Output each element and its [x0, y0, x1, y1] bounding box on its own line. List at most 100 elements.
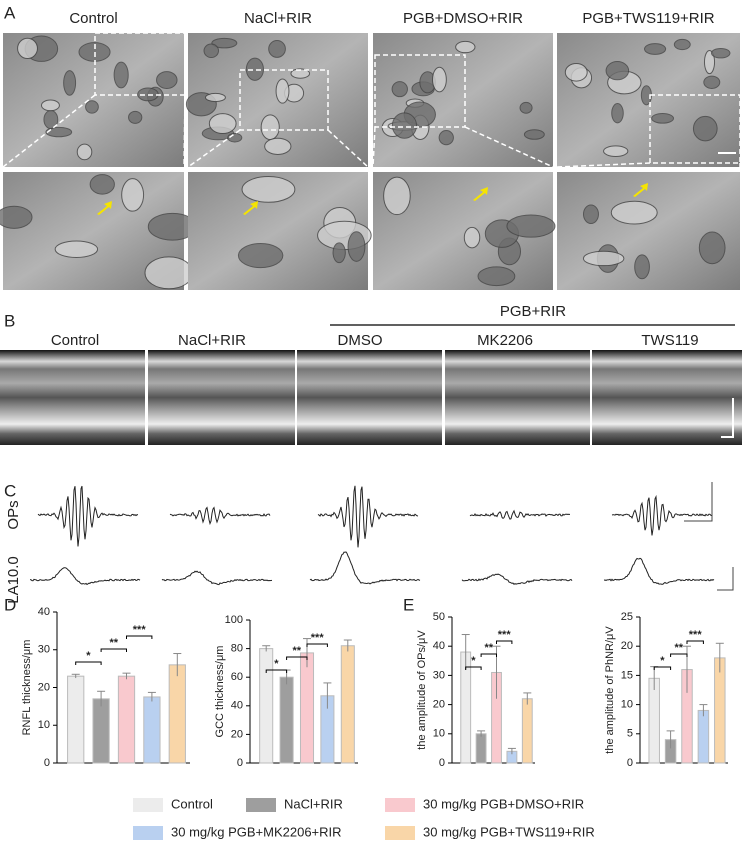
significance-bracket — [126, 635, 153, 639]
column-header: NaCl+RIR — [244, 10, 312, 27]
error-bar — [147, 691, 156, 702]
panel-letter: E — [403, 595, 414, 614]
significance-bracket — [653, 666, 672, 670]
y-tick-label: 30 — [38, 644, 50, 656]
error-bar — [122, 672, 131, 680]
organelle — [121, 178, 145, 212]
bar — [259, 648, 274, 764]
organelle — [605, 61, 630, 81]
organelle — [45, 126, 73, 138]
legend-label: Control — [171, 796, 213, 811]
significance-bracket — [465, 666, 482, 670]
significance-label: *** — [498, 629, 512, 641]
organelle — [582, 250, 625, 267]
la-trace — [603, 557, 715, 585]
error-bar — [477, 730, 486, 737]
zoom-line — [464, 126, 554, 168]
significance-label: ** — [110, 637, 119, 649]
organelle — [391, 112, 418, 139]
significance-bracket — [75, 661, 102, 665]
organelle — [144, 256, 194, 290]
organelle — [506, 214, 556, 238]
organelle — [610, 200, 658, 225]
legend-label: NaCl+RIR — [284, 796, 343, 811]
group-label: PGB+RIR — [500, 303, 566, 320]
bar — [340, 645, 355, 764]
y-tick-label: 20 — [621, 640, 633, 652]
organelle — [211, 37, 238, 49]
la-trace — [309, 551, 421, 585]
organelle — [204, 92, 226, 103]
organelle — [264, 137, 292, 155]
y-tick-label: 5 — [627, 728, 633, 740]
zoom-box — [374, 54, 466, 128]
organelle — [383, 176, 411, 216]
error-bar — [507, 747, 516, 755]
error-bar — [715, 642, 724, 673]
y-tick-label: 20 — [38, 681, 50, 693]
significance-label: *** — [689, 629, 703, 641]
organelle — [208, 113, 237, 135]
zoom-line — [183, 94, 186, 168]
zoom-line — [2, 94, 96, 168]
row-label: LA10.0 — [5, 556, 22, 604]
error-bar — [71, 673, 80, 679]
row-label: OPs — [5, 500, 22, 529]
scale-bar — [721, 398, 734, 438]
la-trace — [161, 570, 273, 586]
y-axis-label: the amplitude of PhNR/μV — [604, 626, 616, 754]
zoom-box — [239, 69, 329, 131]
column-header: Control — [51, 332, 99, 349]
organelle — [432, 66, 447, 93]
significance-bracket — [670, 653, 688, 657]
y-tick-label: 0 — [44, 757, 50, 769]
oct-image — [445, 350, 590, 445]
organelle — [634, 254, 650, 280]
organelle — [477, 266, 516, 287]
y-tick-label: 15 — [621, 669, 633, 681]
organelle — [582, 204, 599, 225]
scale-bar — [684, 482, 713, 522]
bar — [143, 696, 161, 764]
organelle — [703, 49, 716, 75]
column-header: TWS119 — [641, 332, 698, 349]
zoom-line — [372, 126, 376, 168]
column-header: PGB+DMSO+RIR — [403, 10, 523, 27]
y-tick-label: 40 — [231, 700, 243, 712]
y-tick-label: 40 — [433, 640, 445, 652]
significance-bracket — [265, 669, 288, 673]
bar — [648, 677, 660, 764]
error-bar — [323, 682, 332, 709]
y-tick-label: 10 — [433, 728, 445, 740]
panel-letter: C — [4, 481, 16, 500]
bar — [697, 709, 710, 764]
em-image — [373, 33, 553, 167]
error-bar — [461, 634, 470, 670]
organelle — [332, 242, 346, 264]
organelle — [260, 114, 280, 141]
organelle — [290, 68, 311, 79]
panel-letter: D — [4, 595, 16, 614]
organelle — [564, 62, 588, 82]
organelle — [85, 100, 99, 114]
legend-label: 30 mg/kg PGB+DMSO+RIR — [423, 796, 584, 811]
zoom-line — [327, 129, 369, 168]
significance-label: * — [274, 658, 279, 670]
legend-swatch — [133, 798, 163, 812]
significance-label: * — [86, 650, 91, 662]
organelle — [245, 57, 264, 81]
ops-trace — [169, 506, 271, 526]
organelle — [241, 176, 296, 203]
organelle — [40, 99, 60, 112]
error-bar — [699, 704, 708, 717]
error-bar — [173, 653, 182, 677]
panel-letter: A — [4, 3, 16, 22]
y-axis-label: the amplitude of OPs/μV — [416, 630, 428, 750]
legend-label: 30 mg/kg PGB+MK2206+RIR — [171, 824, 342, 839]
y-tick-label: 0 — [627, 757, 633, 769]
legend-swatch — [133, 826, 163, 840]
error-bar — [666, 730, 675, 749]
significance-label: ** — [293, 645, 302, 657]
organelle — [644, 43, 667, 55]
significance-bracket — [480, 653, 497, 657]
